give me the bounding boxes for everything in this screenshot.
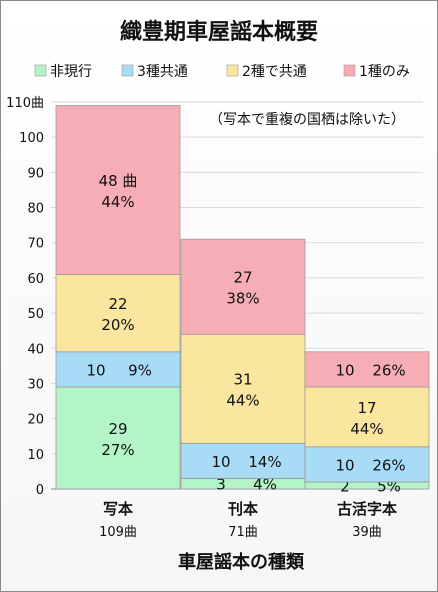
data-label-percent: 4% — [253, 476, 277, 494]
data-label-percent: 38% — [226, 290, 259, 308]
bar-segment — [304, 386, 430, 448]
data-label-value: 48 曲 — [99, 172, 138, 190]
y-tick-label: 10 — [27, 448, 44, 463]
bars: 29 27% 10 9% 22 20% 48 曲 44% 3 4% 10 14% 31 44% 27 38% 2… — [55, 105, 430, 495]
y-tick-label: 30 — [27, 377, 44, 392]
data-label-percent: 27% — [101, 441, 134, 459]
data-label-percent: 26% — [372, 361, 405, 379]
y-tick-label: 20 — [27, 413, 44, 428]
data-label-percent: 44% — [226, 392, 259, 410]
x-tick-total: 109曲 — [99, 525, 137, 540]
legend-swatch — [121, 64, 134, 77]
data-label-value: 3 — [216, 476, 226, 494]
data-label-value: 10 — [211, 453, 230, 471]
data-label-value: 27 — [233, 269, 252, 287]
data-label-percent: 44% — [350, 420, 383, 438]
data-label-percent: 20% — [101, 316, 134, 334]
legend-swatch — [343, 64, 356, 77]
y-tick-label: 90 — [27, 166, 44, 181]
legend-swatch — [226, 64, 239, 77]
bar-segment — [180, 478, 306, 490]
x-axis: 写本 109曲 刊本 71曲 古活字本 39曲 — [99, 500, 397, 540]
data-label-percent: 44% — [101, 193, 134, 211]
legend-swatch — [34, 64, 47, 77]
data-label-value: 10 — [86, 361, 105, 379]
y-tick-label: 0 — [36, 483, 44, 498]
x-tick-label: 古活字本 — [337, 500, 397, 518]
x-tick-label: 刊本 — [228, 500, 258, 518]
bar-segment — [304, 351, 430, 388]
y-tick-label: 50 — [27, 307, 44, 322]
y-tick-label: 100 — [19, 131, 44, 146]
y-tick-label: 40 — [27, 342, 44, 357]
data-label-percent: 26% — [372, 456, 405, 474]
bar-segment — [55, 386, 181, 490]
data-label-value: 2 — [340, 477, 350, 495]
legend-label: 1種のみ — [359, 64, 410, 80]
x-tick-total: 71曲 — [228, 525, 258, 540]
bar-segment — [55, 273, 181, 353]
y-tick-label: 80 — [27, 202, 44, 217]
legend-label: 3種共通 — [137, 64, 188, 80]
data-label-value: 31 — [233, 371, 252, 389]
bar-segment — [180, 442, 306, 479]
bar-segment — [304, 481, 430, 490]
bar-segment — [55, 351, 181, 388]
data-label-value: 29 — [108, 420, 127, 438]
legend-label: 非現行 — [50, 64, 92, 80]
bar-segment — [55, 105, 181, 275]
data-label-value: 10 — [335, 456, 354, 474]
data-label-percent: 9% — [128, 361, 152, 379]
x-tick-label: 写本 — [103, 500, 133, 518]
legend-label: 2種で共通 — [242, 64, 307, 80]
chart-note: （写本で重複の国栖は除いた） — [209, 111, 405, 128]
y-tick-label: 60 — [27, 272, 44, 287]
y-tick-label: 110曲 — [6, 96, 44, 111]
x-tick-total: 39曲 — [352, 525, 382, 540]
x-axis-title: 車屋謡本の種類 — [178, 551, 305, 573]
data-label-value: 17 — [357, 399, 376, 417]
legend: 非現行 3種共通 2種で共通 1種のみ — [34, 64, 410, 80]
y-axis: 0 10 20 30 40 50 60 70 80 90 100 110曲 — [6, 96, 44, 498]
data-label-percent: 14% — [248, 453, 281, 471]
bar-segment — [304, 446, 430, 483]
bar-segment — [180, 238, 306, 335]
data-label-value: 10 — [335, 361, 354, 379]
y-tick-label: 70 — [27, 237, 44, 252]
data-label-value: 22 — [108, 295, 127, 313]
chart-title: 織豊期車屋謡本概要 — [120, 19, 318, 45]
